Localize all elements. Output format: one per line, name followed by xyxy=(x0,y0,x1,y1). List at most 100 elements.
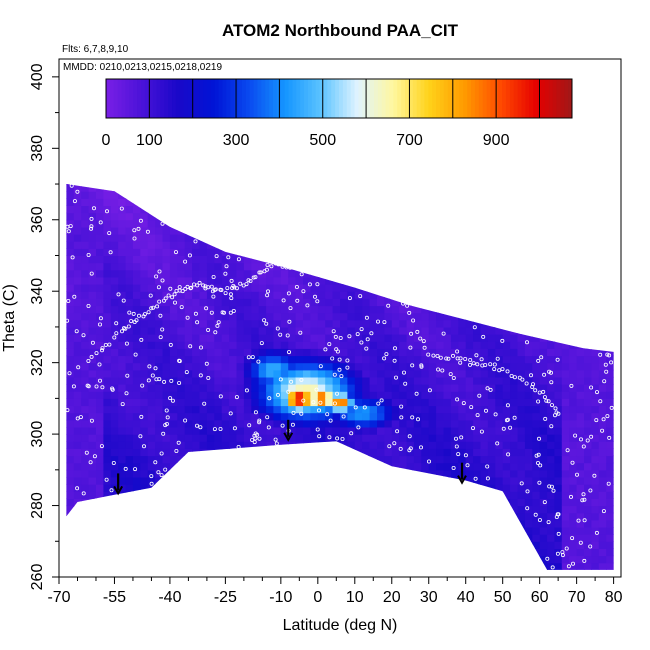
heatmap-cell xyxy=(547,384,556,392)
heatmap-cell xyxy=(88,491,97,499)
heatmap-cell xyxy=(606,505,614,514)
heatmap-cell xyxy=(280,284,289,292)
heatmap-cell xyxy=(524,405,533,414)
heatmap-cell xyxy=(73,384,82,392)
heatmap-cell xyxy=(347,434,356,442)
heatmap-cell xyxy=(502,405,511,414)
track-point xyxy=(289,379,294,384)
track-point xyxy=(206,327,211,332)
heatmap-cell xyxy=(317,284,326,292)
track-point xyxy=(170,398,175,403)
heatmap-cell xyxy=(66,269,75,278)
heatmap-cell xyxy=(96,226,104,235)
heatmap-cell xyxy=(229,255,238,264)
heatmap-cell xyxy=(524,512,533,521)
heatmap-cell xyxy=(347,355,356,364)
heatmap-cell xyxy=(554,505,563,514)
colorbar-swatch xyxy=(280,79,286,118)
heatmap-cell xyxy=(340,291,348,299)
heatmap-cell xyxy=(561,427,570,435)
heatmap-cell xyxy=(273,369,282,378)
track-point xyxy=(358,294,363,299)
track-point xyxy=(224,264,229,269)
heatmap-cell xyxy=(147,448,156,457)
heatmap-cell xyxy=(369,448,378,457)
track-point xyxy=(136,313,141,318)
track-point xyxy=(238,281,243,286)
heatmap-cell xyxy=(354,405,363,414)
heatmap-cell xyxy=(140,348,149,357)
heatmap-cell xyxy=(310,298,319,307)
heatmap-cell xyxy=(295,369,304,378)
heatmap-cell xyxy=(243,419,252,428)
colorbar-swatch xyxy=(408,79,414,118)
heatmap-cell xyxy=(428,355,437,364)
track-point xyxy=(139,414,144,419)
heatmap-cell xyxy=(273,312,282,321)
track-point xyxy=(472,325,477,330)
track-point xyxy=(228,411,233,416)
track-point xyxy=(159,451,164,456)
heatmap-cell xyxy=(450,319,459,328)
heatmap-cell xyxy=(436,469,445,478)
track-point xyxy=(342,271,347,276)
heatmap-cell xyxy=(458,419,467,428)
heatmap-cell xyxy=(399,412,408,421)
heatmap-cell xyxy=(303,284,311,292)
track-point xyxy=(359,340,364,345)
track-point xyxy=(448,372,453,377)
heatmap-cell xyxy=(206,276,215,285)
heatmap-cell xyxy=(243,334,252,342)
heatmap-cell xyxy=(221,355,230,364)
heatmap-cell xyxy=(132,226,141,235)
heatmap-cell xyxy=(369,398,378,407)
heatmap-cell xyxy=(88,198,97,206)
heatmap-cell xyxy=(487,477,496,485)
track-point xyxy=(70,255,75,260)
heatmap-cell xyxy=(584,376,592,385)
heatmap-cell xyxy=(569,548,578,557)
heatmap-cell xyxy=(118,384,127,392)
heatmap-cell xyxy=(258,291,267,299)
heatmap-cell xyxy=(377,391,385,399)
heatmap-cell xyxy=(110,376,119,385)
heatmap-cell xyxy=(532,498,541,507)
heatmap-cell xyxy=(510,384,519,392)
heatmap-cell xyxy=(561,412,570,421)
colorbar-swatch xyxy=(478,79,484,118)
track-point xyxy=(94,384,99,389)
heatmap-cell xyxy=(510,369,519,378)
heatmap-cell xyxy=(317,384,326,392)
track-point xyxy=(244,388,249,393)
heatmap-cell xyxy=(606,462,614,471)
track-point xyxy=(99,444,104,449)
heatmap-cell xyxy=(502,419,511,428)
track-point xyxy=(317,434,322,439)
heatmap-cell xyxy=(273,341,282,349)
heatmap-cell xyxy=(177,448,186,457)
heatmap-cell xyxy=(354,312,363,321)
heatmap-cell xyxy=(332,419,341,428)
track-point xyxy=(580,498,585,503)
heatmap-cell xyxy=(561,341,570,349)
heatmap-cell xyxy=(502,326,511,335)
heatmap-cell xyxy=(73,348,82,357)
heatmap-cell xyxy=(118,348,127,357)
heatmap-cell xyxy=(243,269,252,278)
heatmap-cell xyxy=(96,326,104,335)
heatmap-cell xyxy=(406,305,415,314)
heatmap-cell xyxy=(606,434,614,442)
heatmap-cell xyxy=(243,276,252,285)
heatmap-cell xyxy=(125,312,134,321)
track-point xyxy=(100,385,105,390)
heatmap-cell xyxy=(229,334,238,342)
heatmap-cell xyxy=(280,412,289,421)
heatmap-cell xyxy=(214,298,223,307)
track-point xyxy=(315,299,320,304)
heatmap-cell xyxy=(473,384,482,392)
heatmap-cell xyxy=(177,427,186,435)
heatmap-cell xyxy=(428,376,437,385)
heatmap-cell xyxy=(377,434,385,442)
heatmap-cell xyxy=(436,326,445,335)
heatmap-cell xyxy=(317,434,326,442)
